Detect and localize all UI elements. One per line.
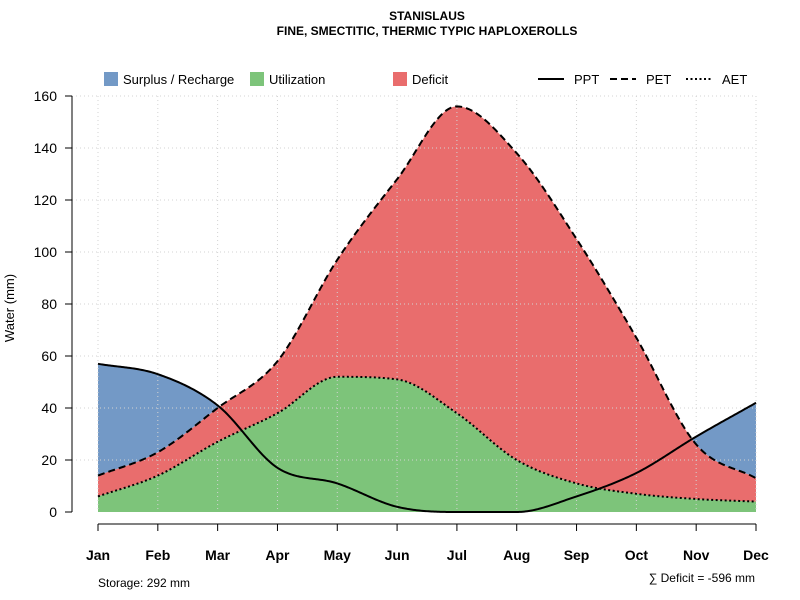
legend-swatch [393, 72, 407, 86]
x-tick-label-jan: Jan [86, 547, 110, 563]
x-tick-label-aug: Aug [503, 547, 530, 563]
legend-swatch [250, 72, 264, 86]
x-tick-label-nov: Nov [683, 547, 710, 563]
legend-label: AET [722, 72, 747, 87]
legend-item-surplus-recharge: Surplus / Recharge [104, 72, 234, 87]
deficit-total-label: ∑ Deficit = -596 mm [649, 571, 755, 585]
legend-label: PPT [574, 72, 599, 87]
area-fills [98, 106, 756, 512]
legend-label: PET [646, 72, 671, 87]
legend: Surplus / Recharge Utilization Deficit PPT P… [104, 72, 747, 87]
legend-swatch [104, 72, 118, 86]
x-tick-label-sep: Sep [564, 547, 590, 563]
y-tick-label-0: 0 [49, 504, 57, 520]
y-tick-label-100: 100 [34, 244, 58, 260]
legend-item-pet: PET [610, 72, 671, 87]
x-tick-label-may: May [324, 547, 351, 563]
storage-label: Storage: 292 mm [98, 576, 190, 590]
x-tick-label-jul: Jul [447, 547, 467, 563]
y-tick-label-40: 40 [41, 400, 57, 416]
series-lines [97, 105, 757, 513]
y-tick-label-20: 20 [41, 452, 57, 468]
chart-subtitle: FINE, SMECTITIC, THERMIC TYPIC HAPLOXERO… [277, 24, 578, 38]
legend-item-deficit: Deficit [393, 72, 449, 87]
legend-item-utilization: Utilization [250, 72, 325, 87]
y-axis-label: Water (mm) [2, 274, 17, 342]
chart-title: STANISLAUS [389, 9, 465, 23]
deficit-area [98, 106, 756, 502]
y-tick-label-160: 160 [34, 88, 58, 104]
x-tick-label-dec: Dec [743, 547, 769, 563]
legend-item-ppt: PPT [538, 72, 599, 87]
y-tick-label-140: 140 [34, 140, 58, 156]
y-tick-label-60: 60 [41, 348, 57, 364]
y-tick-label-80: 80 [41, 296, 57, 312]
y-axis: 0 20 40 60 80 100 120 140 160 [34, 88, 73, 520]
grid-lines [72, 95, 757, 512]
x-tick-label-jun: Jun [385, 547, 410, 563]
x-axis: Jan Feb Mar Apr May Jun Jul Aug Sep Oct Nov Dec [86, 523, 769, 563]
x-tick-label-apr: Apr [265, 547, 290, 563]
surplus-area [98, 106, 756, 479]
x-tick-label-feb: Feb [145, 547, 170, 563]
plot-area [72, 95, 757, 513]
x-tick-label-oct: Oct [625, 547, 649, 563]
x-tick-label-mar: Mar [205, 547, 230, 563]
legend-item-aet: AET [686, 72, 747, 87]
utilization-area [98, 376, 756, 512]
series-line-ppt [97, 362, 757, 513]
legend-label: Surplus / Recharge [123, 72, 234, 87]
legend-label: Deficit [412, 72, 449, 87]
series-line-pet [97, 105, 757, 480]
y-tick-label-120: 120 [34, 192, 58, 208]
legend-label: Utilization [269, 72, 325, 87]
